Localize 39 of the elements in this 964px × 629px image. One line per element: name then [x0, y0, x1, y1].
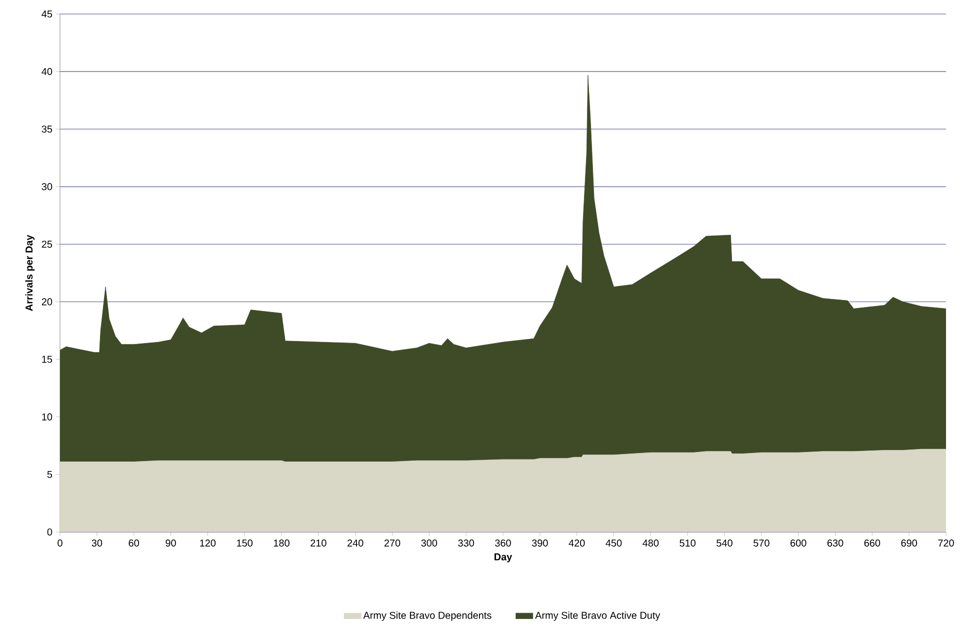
x-tick-label: 630	[827, 540, 844, 547]
y-tick-label: 0	[47, 528, 52, 536]
x-tick-label: 510	[680, 540, 696, 547]
x-tick-label: 570	[754, 540, 770, 547]
x-tick-label: 330	[458, 540, 474, 547]
y-tick-label: 30	[42, 183, 52, 190]
legend-label: Army Site Bravo Dependents	[363, 612, 492, 621]
x-tick-label: 120	[200, 540, 216, 547]
x-tick-label: 450	[606, 540, 622, 547]
y-tick-label: 35	[42, 126, 52, 133]
y-tick-label: 40	[42, 68, 52, 76]
x-tick-label: 60	[128, 540, 139, 547]
x-tick-label: 270	[384, 540, 400, 547]
legend-label: Army Site Bravo Active Duty	[535, 612, 660, 621]
y-axis-title: Arrivals per Day	[25, 234, 35, 311]
x-tick-label: 90	[166, 540, 176, 547]
y-tick-label: 5	[47, 470, 52, 478]
x-tick-label: 30	[92, 540, 102, 547]
x-tick-label: 600	[790, 540, 806, 547]
y-tick-label: 45	[42, 10, 52, 18]
x-tick-label: 150	[237, 540, 253, 547]
x-tick-label: 720	[938, 540, 954, 547]
x-tick-label: 240	[348, 540, 364, 547]
x-tick-label: 480	[642, 540, 659, 547]
x-tick-label: 540	[716, 540, 732, 547]
x-tick-label: 0	[58, 540, 62, 547]
x-tick-label: 300	[421, 540, 438, 547]
x-tick-label: 390	[532, 540, 548, 547]
y-tick-label: 20	[42, 298, 52, 306]
x-axis-title: Day	[494, 553, 512, 562]
x-tick-label: 180	[274, 540, 290, 547]
x-tick-label: 660	[864, 540, 880, 547]
y-tick-label: 15	[42, 356, 52, 363]
y-tick-label: 25	[42, 240, 52, 248]
x-tick-label: 210	[310, 540, 326, 547]
x-tick-label: 360	[495, 540, 511, 547]
x-tick-label: 690	[901, 540, 918, 547]
x-tick-label: 420	[568, 540, 585, 547]
y-tick-label: 10	[42, 413, 52, 420]
